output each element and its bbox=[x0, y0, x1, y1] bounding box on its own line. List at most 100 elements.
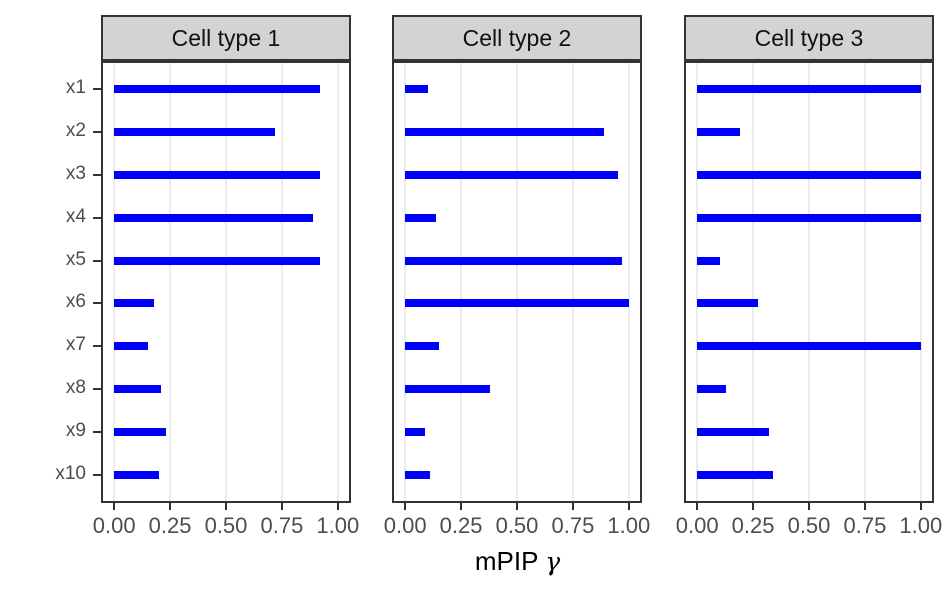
y-axis-label: x10 bbox=[55, 463, 86, 485]
y-axis-label: x5 bbox=[65, 248, 86, 270]
x-tick-label: 0.75 bbox=[260, 513, 304, 538]
bar-x6 bbox=[114, 299, 155, 308]
gridline bbox=[863, 63, 866, 501]
x-tick-label: 0.50 bbox=[495, 513, 539, 538]
y-axis-label: x7 bbox=[65, 334, 86, 356]
bar-x4 bbox=[697, 213, 921, 222]
gridline bbox=[752, 63, 755, 501]
bar-x8 bbox=[114, 385, 162, 394]
gridline bbox=[571, 63, 574, 501]
y-tick bbox=[93, 302, 101, 305]
y-tick bbox=[93, 388, 101, 391]
y-axis-label: x2 bbox=[65, 119, 86, 141]
bar-x1 bbox=[114, 84, 320, 93]
gamma-symbol: γ bbox=[545, 547, 561, 576]
x-tick bbox=[280, 503, 283, 510]
facet-strip-cell-type-2: Cell type 2 bbox=[392, 15, 642, 61]
y-axis-label: x4 bbox=[65, 205, 86, 227]
bar-x9 bbox=[697, 428, 769, 437]
y-tick bbox=[93, 173, 101, 176]
facet-strip-label: Cell type 2 bbox=[462, 24, 572, 51]
gridline bbox=[627, 63, 630, 501]
bar-x7 bbox=[405, 342, 439, 351]
bar-x6 bbox=[405, 299, 629, 308]
bar-x1 bbox=[697, 84, 921, 93]
x-tick bbox=[336, 503, 339, 510]
facet-strip-label: Cell type 1 bbox=[171, 24, 281, 51]
y-tick bbox=[93, 345, 101, 348]
x-tick bbox=[627, 503, 630, 510]
bar-x8 bbox=[697, 385, 727, 394]
y-tick bbox=[93, 130, 101, 133]
gridline bbox=[919, 63, 922, 501]
x-tick-label: 0.00 bbox=[383, 513, 427, 538]
bar-x3 bbox=[405, 170, 618, 179]
gridline bbox=[169, 63, 172, 501]
y-axis-label: x9 bbox=[65, 420, 86, 442]
y-axis-label: x8 bbox=[65, 377, 86, 399]
bar-x10 bbox=[114, 471, 159, 480]
x-tick bbox=[696, 503, 699, 510]
facet-strip-cell-type-3: Cell type 3 bbox=[684, 15, 934, 61]
gridline bbox=[696, 63, 699, 501]
x-tick-label: 0.25 bbox=[148, 513, 192, 538]
x-tick bbox=[752, 503, 755, 510]
gridline bbox=[404, 63, 407, 501]
bar-x2 bbox=[114, 127, 276, 136]
x-tick-label: 0.75 bbox=[551, 513, 595, 538]
facet-panel-cell-type-2 bbox=[392, 61, 642, 503]
gridline bbox=[225, 63, 227, 501]
facet-strip-cell-type-1: Cell type 1 bbox=[101, 15, 351, 61]
bar-x2 bbox=[697, 127, 740, 136]
y-axis-label: x6 bbox=[65, 291, 86, 313]
gridline bbox=[113, 63, 116, 501]
x-tick-label: 0.25 bbox=[731, 513, 775, 538]
bar-x3 bbox=[697, 170, 921, 179]
x-tick-label: 0.00 bbox=[675, 513, 719, 538]
x-tick-label: 0.50 bbox=[787, 513, 831, 538]
x-tick bbox=[516, 503, 518, 510]
x-tick bbox=[571, 503, 574, 510]
y-tick bbox=[93, 474, 101, 477]
gridline bbox=[460, 63, 463, 501]
bar-x5 bbox=[405, 256, 623, 265]
x-tick bbox=[460, 503, 463, 510]
y-axis-label: x1 bbox=[65, 76, 86, 98]
bar-x2 bbox=[405, 127, 605, 136]
x-tick-label: 0.25 bbox=[439, 513, 483, 538]
bar-x5 bbox=[114, 256, 320, 265]
x-tick bbox=[113, 503, 116, 510]
bar-x7 bbox=[697, 342, 921, 351]
bar-x8 bbox=[405, 385, 491, 394]
y-tick bbox=[93, 216, 101, 219]
bar-x1 bbox=[405, 84, 428, 93]
x-tick bbox=[808, 503, 810, 510]
x-tick-label: 1.00 bbox=[607, 513, 651, 538]
bar-x9 bbox=[114, 428, 166, 437]
bar-x5 bbox=[697, 256, 720, 265]
gridline bbox=[808, 63, 810, 501]
bar-x3 bbox=[114, 170, 320, 179]
x-tick bbox=[863, 503, 866, 510]
bar-x9 bbox=[405, 428, 426, 437]
y-tick bbox=[93, 259, 101, 262]
bar-x10 bbox=[405, 471, 430, 480]
x-tick-label: 1.00 bbox=[899, 513, 943, 538]
facet-panel-cell-type-1 bbox=[101, 61, 351, 503]
x-tick-label: 0.00 bbox=[92, 513, 136, 538]
x-tick bbox=[169, 503, 172, 510]
gridline bbox=[516, 63, 518, 501]
y-tick bbox=[93, 87, 101, 90]
gridline bbox=[280, 63, 283, 501]
y-axis-label: x3 bbox=[65, 162, 86, 184]
gridline bbox=[336, 63, 339, 501]
x-tick-label: 0.50 bbox=[204, 513, 248, 538]
bar-x7 bbox=[114, 342, 148, 351]
bar-x10 bbox=[697, 471, 774, 480]
x-axis-title-text: mPIP bbox=[474, 546, 538, 576]
x-tick-label: 1.00 bbox=[316, 513, 360, 538]
y-tick bbox=[93, 431, 101, 434]
x-axis-title: mPIP γ bbox=[101, 546, 934, 577]
x-tick bbox=[404, 503, 407, 510]
